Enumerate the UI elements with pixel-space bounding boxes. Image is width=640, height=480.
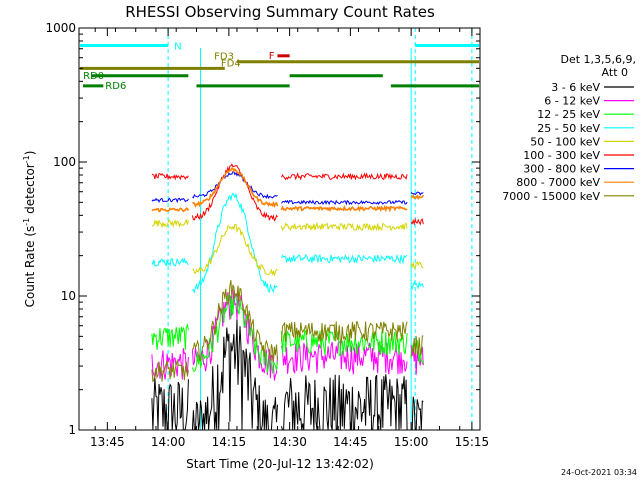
y-tick-label: 1 [68, 423, 76, 437]
footer-date: 24-Oct-2021 03:34 [561, 468, 637, 477]
series-line [151, 293, 424, 374]
legend-label: 6 - 12 keV [544, 95, 600, 108]
series-line [151, 218, 424, 276]
legend-header: Att 0 [602, 66, 628, 79]
chart-title: RHESSI Observing Summary Count Rates [125, 3, 435, 21]
state-bar-label: FD3 [214, 52, 234, 63]
y-tick-label: 100 [53, 155, 76, 169]
state-bar-label: FD4 [221, 58, 241, 69]
x-tick-label: 14:45 [333, 435, 368, 449]
legend-label: 800 - 7000 keV [516, 176, 600, 189]
series-line [151, 171, 424, 206]
y-axis-label-part: Count Rate (s [23, 226, 37, 308]
y-axis-label-sup: -1 [22, 155, 31, 163]
series-line [151, 163, 424, 226]
state-bar-label: RD0 [83, 71, 104, 82]
x-tick-label: 14:15 [212, 435, 247, 449]
x-tick-label: 14:00 [151, 435, 186, 449]
state-bar-label: F [269, 51, 275, 62]
series-line [151, 286, 424, 381]
legend-label: 50 - 100 keV [530, 135, 600, 148]
legend-label: 100 - 300 keV [523, 149, 600, 162]
y-axis: 1 10 100 1000 [45, 21, 480, 437]
series-line [151, 192, 424, 294]
y-axis-label-sup: -1 [22, 218, 31, 226]
legend-label: 12 - 25 keV [537, 108, 600, 121]
legend-label: 3 - 6 keV [551, 81, 600, 94]
x-tick-label: 13:45 [90, 435, 125, 449]
y-axis-label-part: detector [23, 163, 37, 218]
state-bar-label: N [174, 42, 181, 53]
legend-header: Det 1,3,5,6,9, [560, 53, 636, 66]
x-axis-label: Start Time (20-Jul-12 13:42:02) [186, 457, 374, 471]
y-axis-label: Count Rate (s-1 detector-1) [22, 151, 37, 308]
y-tick-label: 10 [61, 289, 76, 303]
legend-label: 300 - 800 keV [523, 163, 600, 176]
series-layer [151, 163, 424, 431]
y-tick-label: 1000 [45, 21, 76, 35]
series-line [151, 280, 424, 383]
plot-frame [78, 27, 481, 431]
plot-area [167, 28, 473, 430]
series-line [151, 167, 424, 213]
legend-label: 25 - 50 keV [537, 122, 600, 135]
legend-label: 7000 - 15000 keV [502, 190, 600, 203]
x-tick-label: 15:15 [455, 435, 490, 449]
x-axis: 13:45 14:00 14:15 14:30 14:45 15:00 15:15 [90, 28, 489, 449]
x-tick-label: 14:30 [272, 435, 307, 449]
x-tick-label: 15:00 [394, 435, 429, 449]
state-bar-label: RD6 [105, 81, 126, 92]
y-axis-label-part: ) [23, 151, 37, 156]
series-line [151, 318, 424, 431]
